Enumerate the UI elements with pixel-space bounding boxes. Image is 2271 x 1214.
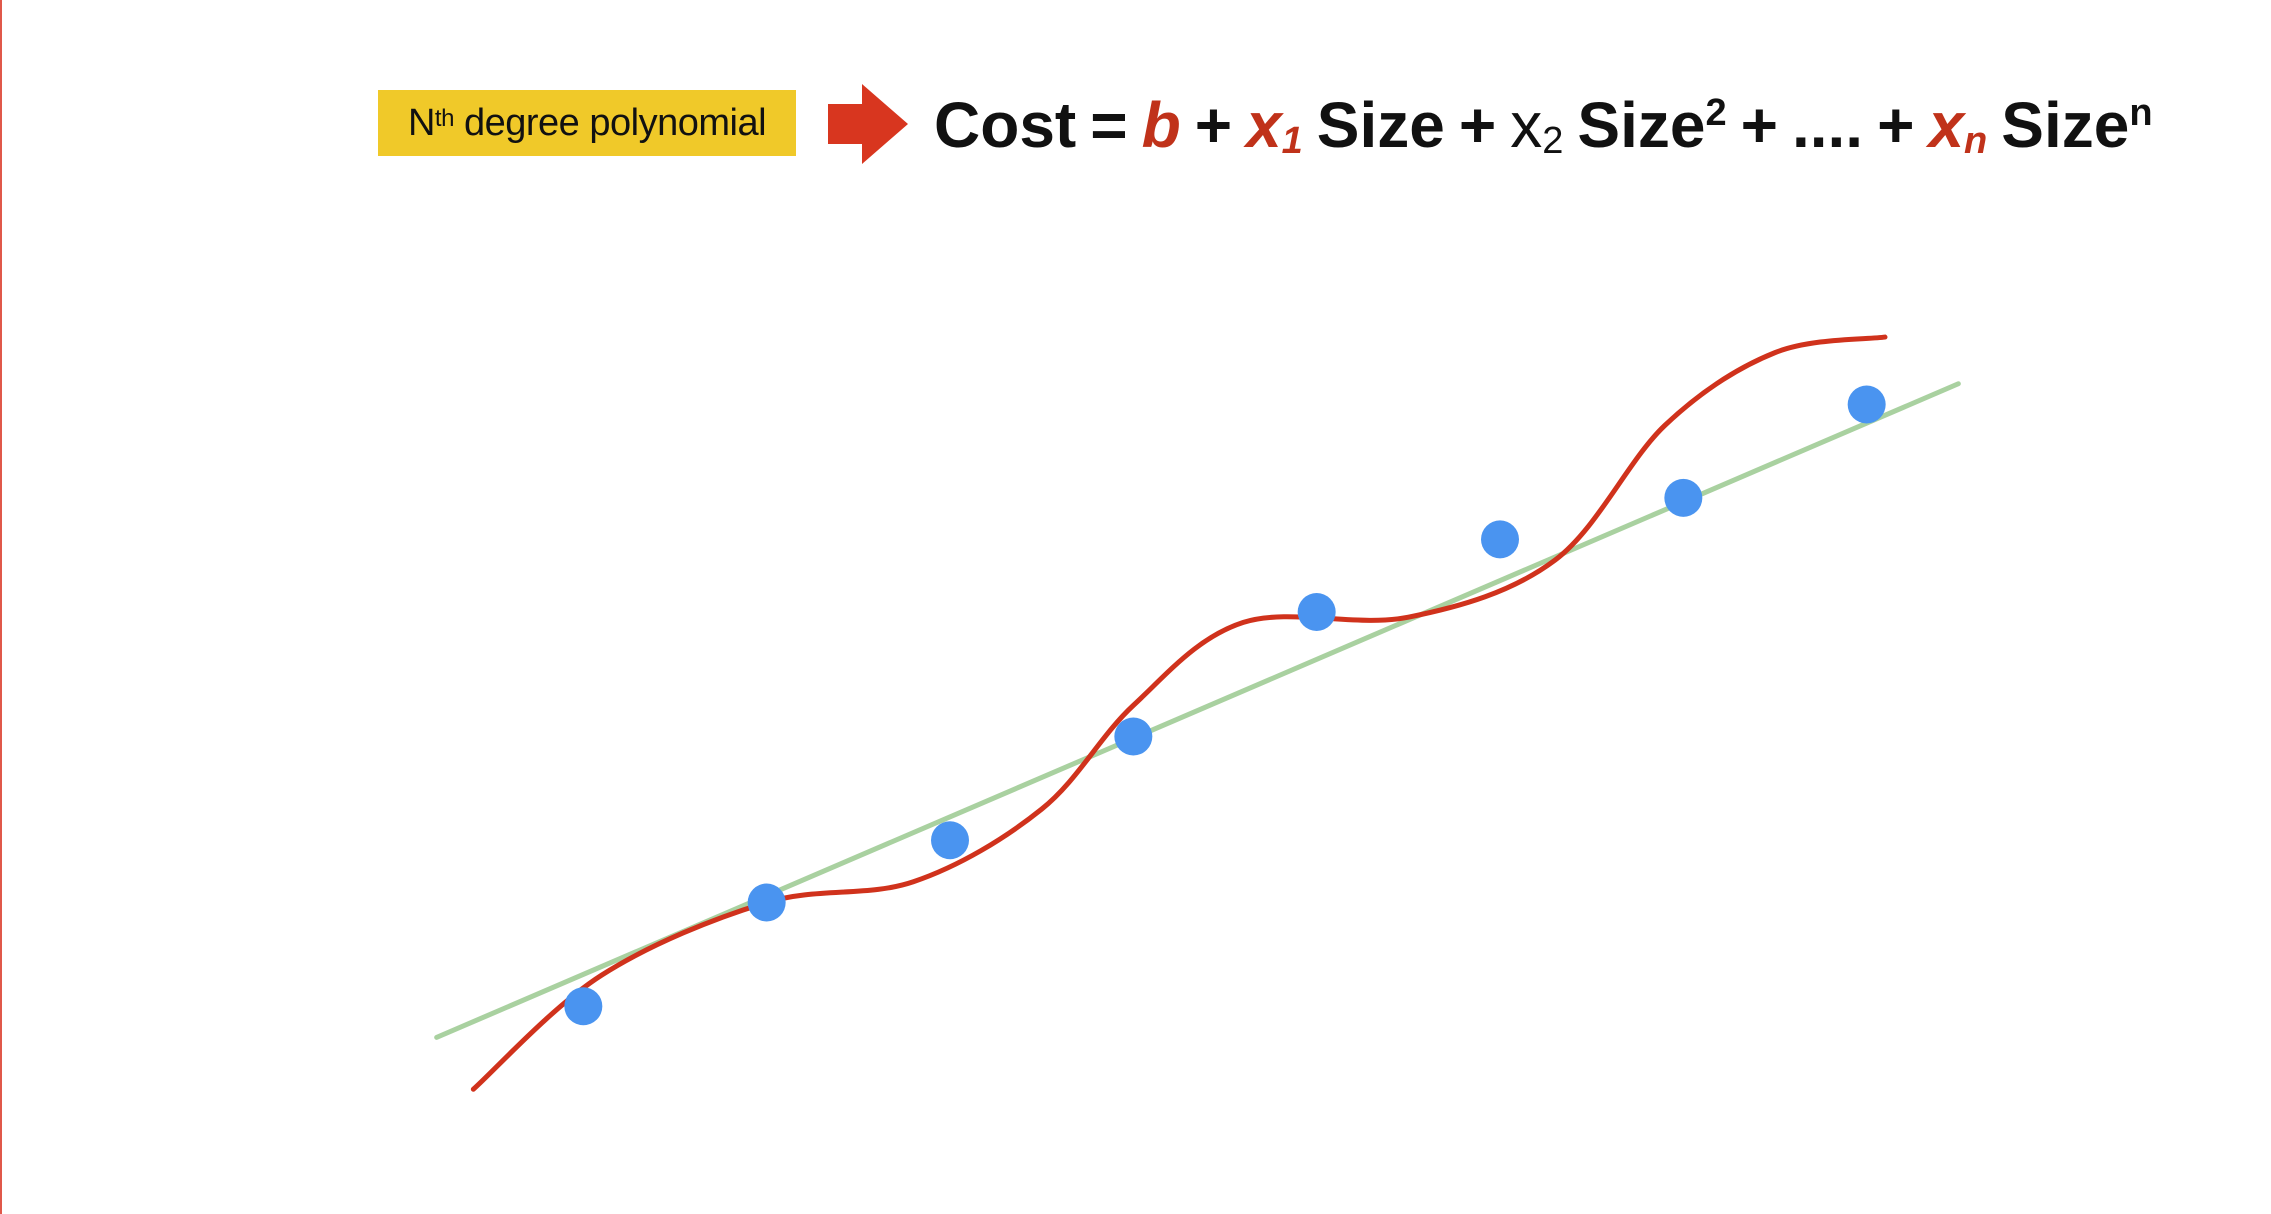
label-superscript: th: [434, 105, 455, 132]
plus-sign: +: [1877, 89, 1915, 161]
data-point-2: [747, 883, 786, 922]
polynomial-equation: Cost = b + x1 Size + x2 Size2 + .... + x…: [934, 80, 2153, 170]
ellipsis: ....: [1791, 89, 1864, 161]
data-point-6: [1481, 520, 1519, 559]
term-size-n: Sizen: [2001, 89, 2153, 161]
plus-sign: +: [1458, 89, 1497, 161]
coefficient-x1: x1: [1246, 89, 1303, 162]
coefficient-x2: x2: [1510, 89, 1564, 162]
plus-sign: +: [1740, 89, 1778, 161]
polynomial-fit-curve: [470, 334, 1888, 1092]
term-size-squared: Size2: [1577, 89, 1727, 161]
data-point-7: [1664, 478, 1703, 517]
equation-equals: =: [1090, 89, 1128, 161]
data-point-3: [931, 821, 969, 860]
data-point-8: [1847, 385, 1886, 424]
right-arrow-icon: [828, 84, 908, 164]
coefficient-b: b: [1141, 89, 1181, 161]
plus-sign: +: [1194, 89, 1233, 161]
data-point-5: [1297, 593, 1336, 631]
left-border: [0, 0, 2, 1214]
equation-lhs: Cost: [934, 89, 1077, 161]
label-prefix: N: [407, 101, 435, 144]
coefficient-xn: xn: [1928, 89, 1988, 162]
term-size: Size: [1316, 89, 1445, 161]
data-point-1: [564, 987, 603, 1026]
label-suffix: degree polynomial: [453, 101, 767, 144]
data-point-4: [1114, 717, 1153, 756]
